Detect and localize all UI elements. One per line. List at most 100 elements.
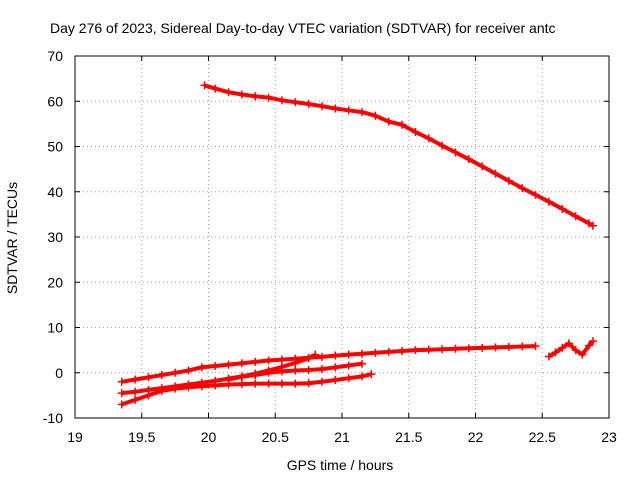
y-tick-label: 0 (55, 365, 63, 381)
data-point (584, 219, 593, 228)
data-point (264, 368, 273, 377)
data-point (588, 337, 597, 346)
y-tick-label: -10 (43, 410, 63, 426)
data-point (200, 81, 209, 90)
data-point (237, 90, 246, 99)
data-point (367, 370, 376, 379)
data-point (171, 368, 180, 377)
data-point (518, 184, 527, 193)
chart-title: Day 276 of 2023, Sidereal Day-to-day VTE… (50, 20, 556, 36)
data-point (438, 141, 447, 150)
data-point (371, 348, 380, 357)
data-point (358, 359, 367, 368)
data-point (491, 343, 500, 352)
data-point (371, 111, 380, 120)
series-trail (121, 352, 317, 396)
data-point (424, 134, 433, 143)
x-tick-label: 20.5 (262, 429, 289, 445)
data-point (117, 377, 126, 386)
grid (75, 56, 609, 418)
data-point (588, 221, 597, 230)
data-point (291, 379, 300, 388)
data-point (358, 349, 367, 358)
data-point (277, 367, 286, 376)
data-point (291, 358, 300, 367)
data-point (344, 106, 353, 115)
data-point (317, 377, 326, 386)
data-point (117, 400, 126, 409)
data-point (184, 383, 193, 392)
data-point (264, 379, 273, 388)
data-point (131, 375, 140, 384)
data-point (558, 343, 567, 352)
series-satellite-a (117, 342, 540, 386)
data-point (344, 361, 353, 370)
data-point (411, 346, 420, 355)
data-point (384, 117, 393, 126)
y-tick-label: 20 (47, 274, 63, 290)
x-tick-label: 22.5 (529, 429, 556, 445)
data-point (277, 96, 286, 105)
data-point (358, 372, 367, 381)
data-point (331, 351, 340, 360)
data-point (551, 348, 560, 357)
data-point (544, 352, 553, 361)
data-point (464, 344, 473, 353)
data-point (317, 352, 326, 361)
data-point (304, 379, 313, 388)
data-point (304, 99, 313, 108)
axis-ticks: 19 19.5 20 20.5 21 21.5 22 22.5 23 -10 0 10 20 30 40 50… (43, 48, 617, 445)
y-tick-label: 50 (47, 139, 63, 155)
data-point (224, 360, 233, 369)
data-point (251, 371, 260, 380)
plot-frame (74, 55, 610, 419)
x-tick-label: 22 (468, 429, 484, 445)
data-point (358, 108, 367, 117)
y-tick-label: 10 (47, 320, 63, 336)
data-point (264, 356, 273, 365)
data-point (531, 342, 540, 351)
data-point (504, 342, 513, 351)
data-point (171, 384, 180, 393)
series-satellite-e (544, 337, 597, 361)
data-point (237, 359, 246, 368)
data-point (277, 379, 286, 388)
data-point (451, 148, 460, 157)
data-point (558, 204, 567, 213)
data-point (224, 375, 233, 384)
data-point (424, 345, 433, 354)
data-point (451, 344, 460, 353)
data-point (544, 197, 553, 206)
data-point (211, 84, 220, 93)
data-point (264, 93, 273, 102)
data-point (384, 347, 393, 356)
data-point (251, 357, 260, 366)
x-tick-label: 21.5 (395, 429, 422, 445)
data-point (398, 347, 407, 356)
y-tick-label: 70 (47, 48, 63, 64)
x-tick-label: 20 (201, 429, 217, 445)
data-point (157, 371, 166, 380)
data-point (584, 341, 593, 350)
data-point (331, 375, 340, 384)
data-point (478, 343, 487, 352)
data-point (571, 346, 580, 355)
data-point (197, 382, 206, 391)
data-point (144, 373, 153, 382)
data-point (317, 102, 326, 111)
data-point (157, 386, 166, 395)
data-point (131, 395, 140, 404)
data-point (398, 120, 407, 129)
data-point (411, 128, 420, 137)
data-point (277, 355, 286, 364)
data-point (251, 379, 260, 388)
x-tick-label: 19.5 (128, 429, 155, 445)
data-point (564, 339, 573, 348)
y-tick-label: 30 (47, 229, 63, 245)
data-point (117, 389, 126, 398)
data-points (117, 81, 597, 409)
x-tick-label: 21 (334, 429, 350, 445)
data-point (224, 88, 233, 97)
